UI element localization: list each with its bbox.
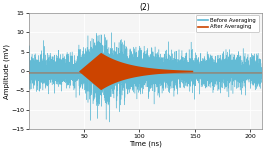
X-axis label: Time (ns): Time (ns)	[129, 140, 161, 147]
Legend: Before Averaging, After Averaging: Before Averaging, After Averaging	[196, 15, 259, 32]
Title: (2): (2)	[140, 3, 151, 12]
Y-axis label: Amplitude (mV): Amplitude (mV)	[3, 44, 10, 99]
